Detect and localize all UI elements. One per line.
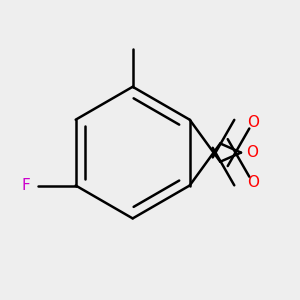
Text: O: O — [247, 175, 259, 190]
Text: F: F — [22, 178, 31, 193]
Text: O: O — [246, 145, 258, 160]
Text: O: O — [247, 115, 259, 130]
